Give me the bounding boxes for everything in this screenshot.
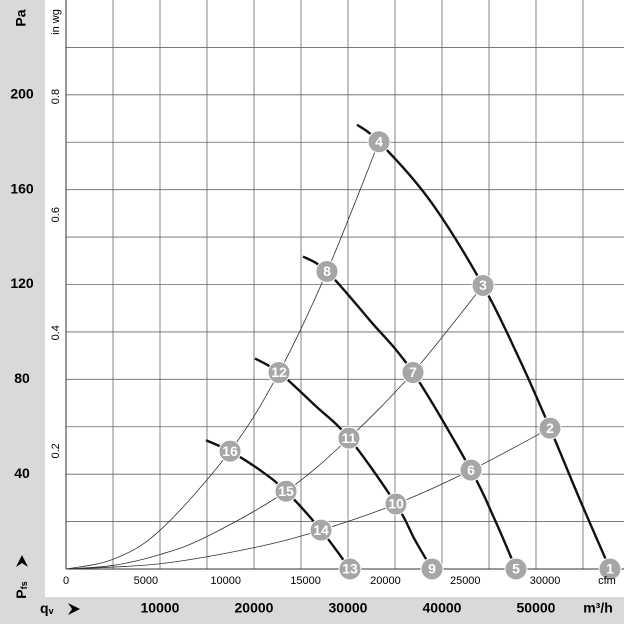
point-label: 14	[313, 522, 329, 538]
point-label: 2	[546, 420, 554, 436]
point-marker	[274, 479, 298, 503]
x2-tick-label: 15000	[290, 575, 321, 587]
plot: 40801201602000.20.40.60.8123456789101112…	[10, 0, 624, 581]
x2-unit: cfm	[598, 575, 616, 587]
point-marker	[338, 557, 362, 581]
point-label: 3	[479, 277, 487, 293]
point-marker	[337, 426, 361, 450]
point-label: 4	[375, 133, 383, 149]
x-tick-label: 20000	[235, 600, 274, 616]
x-unit: m³/h	[583, 600, 613, 616]
x2-tick-label: 25000	[450, 575, 481, 587]
x2-tick-label: 10000	[210, 575, 241, 587]
y2-tick-label: 0.4	[50, 325, 62, 340]
point-marker	[367, 130, 391, 154]
y-label: Pfs	[13, 581, 30, 598]
point-label: 15	[278, 483, 294, 499]
point-marker	[420, 557, 444, 581]
x-arrow	[68, 603, 80, 615]
x-label-sub: v	[49, 606, 54, 616]
y-tick-label: 80	[14, 370, 30, 386]
point-marker	[401, 360, 425, 384]
point-label: 6	[467, 462, 475, 478]
x-tick-label: 10000	[141, 600, 180, 616]
point-label: 8	[323, 263, 331, 279]
x2-tick-label: 0	[63, 575, 69, 587]
y2-tick-label: 0.2	[50, 443, 62, 458]
point-label: 13	[342, 561, 358, 577]
left-band	[0, 0, 45, 624]
point-label: 16	[222, 443, 238, 459]
point-marker	[315, 259, 339, 283]
bottom-band	[0, 597, 624, 624]
point-label: 5	[512, 561, 520, 577]
point-label: 11	[342, 430, 357, 446]
point-label: 1	[606, 561, 614, 577]
point-label: 9	[428, 561, 436, 577]
y-arrow	[16, 555, 28, 567]
y-label-sub: fs	[19, 581, 29, 589]
y-tick-label: 120	[10, 275, 34, 291]
x-tick-label: 30000	[329, 600, 368, 616]
x-tick-label: 50000	[517, 600, 556, 616]
point-marker	[459, 458, 483, 482]
y2-tick-label: 0.6	[50, 207, 62, 222]
y-tick-label: 160	[10, 180, 34, 196]
y-unit: Pa	[13, 9, 29, 26]
x2-tick-label: 5000	[134, 575, 158, 587]
point-marker	[598, 557, 622, 581]
point-marker	[384, 492, 408, 516]
x-label-main: q	[40, 600, 49, 616]
point-marker	[267, 360, 291, 384]
point-label: 10	[388, 496, 404, 512]
y-tick-label: 40	[14, 465, 30, 481]
y-tick-label: 200	[10, 86, 34, 102]
curve	[356, 123, 612, 570]
point-label: 7	[409, 364, 417, 380]
point-marker	[504, 557, 528, 581]
point-label: 12	[271, 364, 287, 380]
y-label-main: P	[13, 589, 29, 598]
x2-tick-label: 20000	[370, 575, 401, 587]
x-tick-label: 40000	[423, 600, 462, 616]
point-marker	[218, 439, 242, 463]
y2-tick-label: 0.8	[50, 89, 62, 104]
point-marker	[471, 273, 495, 297]
y2-unit: in wg	[50, 9, 62, 35]
point-marker	[538, 416, 562, 440]
x2-tick-label: 30000	[530, 575, 561, 587]
x-label: qv	[40, 600, 54, 617]
point-marker	[309, 518, 333, 542]
